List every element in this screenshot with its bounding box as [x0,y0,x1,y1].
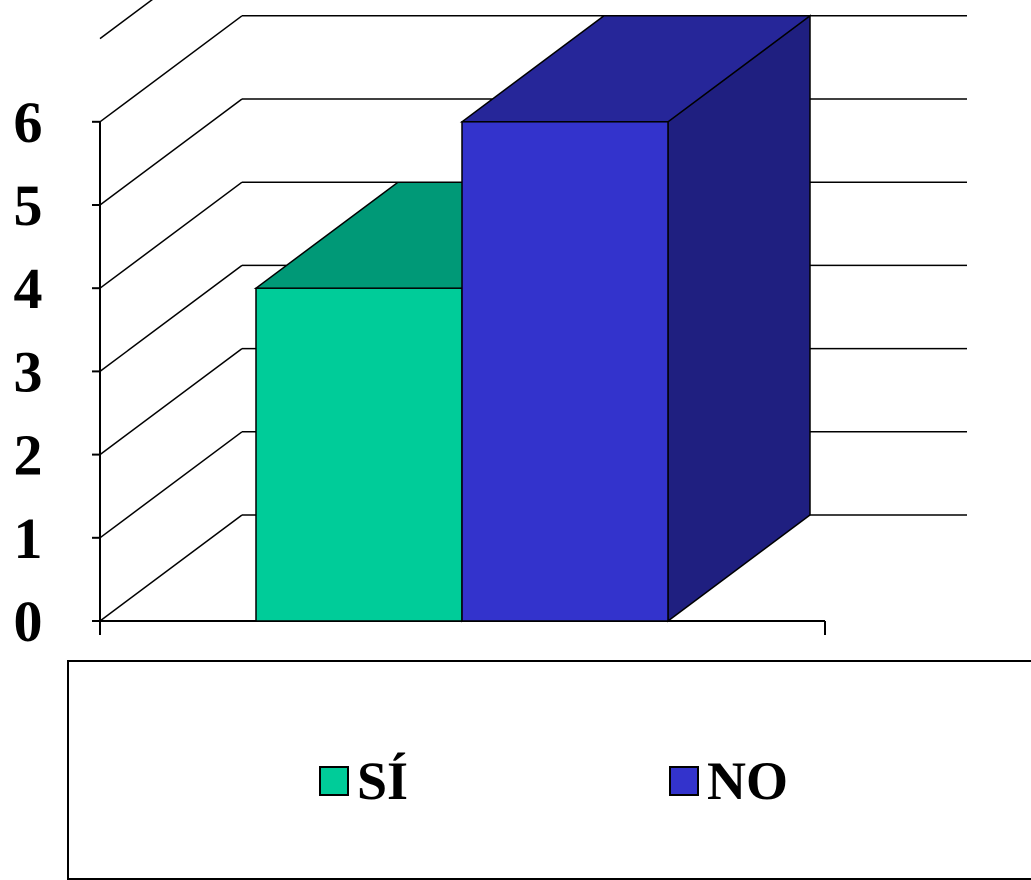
y-tick-label: 4 [14,256,43,321]
legend: SÍ NO [67,660,1031,880]
y-tick-label: 5 [14,173,43,238]
gridline-diagonal [99,0,153,40]
legend-item-si: SÍ [319,754,408,808]
y-tick-label: 0 [14,589,43,654]
gridline-diagonal [99,98,243,206]
bar-front [461,121,669,622]
bars [253,14,813,623]
legend-swatch-si [319,766,349,796]
legend-label-no: NO [707,751,788,811]
gridline-diagonal [99,181,243,289]
bar-chart: 0 1 2 3 4 5 6 [14,0,967,654]
gridline-diagonal [99,264,243,373]
y-tick-label: 2 [14,423,43,488]
gridline-diagonal [99,431,243,539]
legend-swatch-no [669,766,699,796]
bar-no [459,14,813,623]
y-tick-label: 1 [14,506,43,571]
y-axis: 0 1 2 3 4 5 6 [14,90,826,654]
y-tick-label: 3 [14,339,43,404]
gridline-diagonal [99,514,243,622]
gridline-diagonal [99,15,243,123]
y-tick-label: 6 [14,90,43,155]
legend-item-no: NO [669,754,788,808]
bar-front [255,287,463,622]
gridline-diagonal [99,347,243,456]
legend-label-si: SÍ [357,751,409,811]
